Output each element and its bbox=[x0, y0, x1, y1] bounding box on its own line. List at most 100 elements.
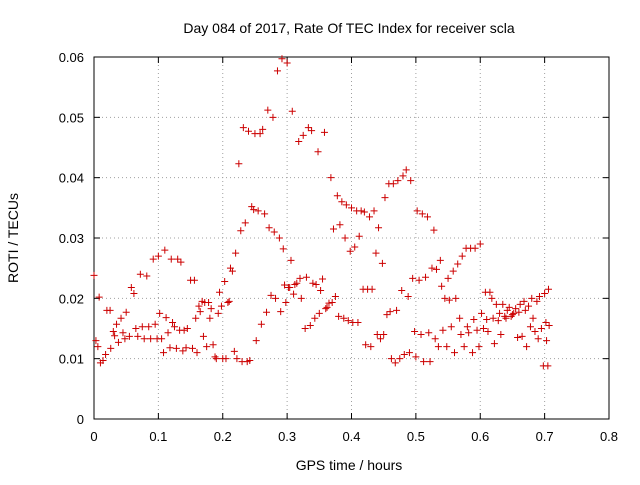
data-point bbox=[340, 314, 348, 322]
data-point bbox=[488, 294, 496, 302]
plot-frame bbox=[93, 56, 610, 420]
x-tick-label: 0.1 bbox=[149, 429, 167, 444]
data-point bbox=[423, 213, 431, 221]
data-point bbox=[529, 314, 537, 322]
data-point bbox=[261, 210, 269, 218]
data-point bbox=[277, 308, 285, 316]
data-point bbox=[180, 326, 188, 334]
data-point bbox=[214, 309, 222, 317]
data-point bbox=[228, 267, 236, 275]
data-point bbox=[533, 297, 541, 305]
data-point bbox=[523, 343, 531, 351]
data-point bbox=[192, 314, 200, 322]
data-point bbox=[130, 290, 138, 298]
data-point bbox=[534, 335, 542, 343]
y-axis-label: ROTI / TECUs bbox=[5, 193, 21, 283]
data-point bbox=[469, 349, 477, 357]
data-point bbox=[432, 265, 440, 273]
data-point bbox=[380, 331, 388, 339]
data-point bbox=[420, 358, 428, 366]
data-point bbox=[117, 314, 125, 322]
x-tick-label: 0.8 bbox=[600, 429, 618, 444]
data-point bbox=[250, 206, 258, 214]
data-point bbox=[269, 113, 277, 121]
data-point bbox=[370, 207, 378, 215]
data-point bbox=[248, 203, 256, 211]
data-point bbox=[367, 343, 375, 351]
data-point bbox=[520, 297, 528, 305]
data-point bbox=[299, 131, 307, 139]
grid bbox=[94, 57, 609, 419]
data-point bbox=[297, 294, 305, 302]
data-point bbox=[328, 299, 336, 307]
data-point bbox=[95, 293, 103, 301]
data-point bbox=[503, 306, 511, 314]
data-point bbox=[510, 309, 518, 317]
data-point bbox=[167, 255, 175, 263]
data-point bbox=[329, 225, 337, 233]
x-tick-label: 0.5 bbox=[407, 429, 425, 444]
data-point bbox=[127, 283, 135, 291]
data-point bbox=[501, 312, 509, 320]
data-point bbox=[525, 302, 533, 310]
data-point bbox=[543, 337, 551, 345]
data-point bbox=[291, 280, 299, 288]
data-point bbox=[473, 326, 481, 334]
data-point bbox=[232, 249, 240, 257]
data-point bbox=[199, 332, 207, 340]
data-point bbox=[290, 290, 298, 298]
data-point bbox=[351, 243, 359, 251]
data-point bbox=[114, 338, 122, 346]
data-point bbox=[400, 350, 408, 358]
x-tick-label: 0.2 bbox=[214, 429, 232, 444]
data-point bbox=[113, 320, 121, 328]
data-point bbox=[417, 331, 425, 339]
data-point bbox=[528, 294, 536, 302]
data-point bbox=[463, 323, 471, 331]
data-point bbox=[190, 276, 198, 284]
data-point bbox=[413, 207, 421, 215]
data-point bbox=[471, 244, 479, 252]
data-point bbox=[211, 353, 219, 361]
data-point bbox=[399, 172, 407, 180]
data-point bbox=[335, 312, 343, 320]
data-point bbox=[338, 198, 346, 206]
data-point bbox=[246, 356, 254, 364]
data-point bbox=[505, 303, 513, 311]
data-point bbox=[279, 245, 287, 253]
data-point bbox=[252, 337, 260, 345]
data-point bbox=[230, 347, 238, 355]
data-point bbox=[90, 271, 98, 279]
data-point bbox=[257, 320, 265, 328]
data-point bbox=[537, 325, 545, 332]
data-point bbox=[320, 128, 328, 136]
data-point bbox=[531, 328, 539, 336]
axis-ticks: 0 0.1 0.2 0.3 0.4 0.5 0.6 0.7 0.8 0 0.01 0.02 0.03 0.… bbox=[59, 50, 618, 444]
data-point bbox=[376, 335, 384, 343]
data-point bbox=[119, 329, 127, 337]
data-point bbox=[295, 137, 303, 145]
chart-title: Day 084 of 2017, Rate Of TEC Index for r… bbox=[183, 20, 514, 36]
data-point bbox=[470, 315, 478, 323]
data-point bbox=[368, 285, 376, 293]
data-point bbox=[286, 283, 294, 291]
data-point bbox=[288, 107, 296, 115]
y-tick-label: 0.04 bbox=[59, 171, 84, 186]
data-point bbox=[386, 308, 394, 316]
data-point bbox=[275, 234, 283, 242]
data-point bbox=[99, 356, 107, 364]
data-point bbox=[456, 314, 464, 322]
data-point bbox=[304, 124, 312, 132]
data-point bbox=[502, 314, 510, 322]
data-point bbox=[319, 275, 327, 283]
data-point bbox=[389, 180, 397, 188]
data-point bbox=[478, 309, 486, 317]
data-point bbox=[415, 276, 423, 284]
data-point bbox=[439, 326, 447, 334]
x-tick-label: 0.3 bbox=[278, 429, 296, 444]
data-point bbox=[541, 290, 549, 298]
data-point bbox=[182, 344, 190, 352]
data-point bbox=[151, 320, 159, 328]
data-point bbox=[312, 280, 320, 288]
